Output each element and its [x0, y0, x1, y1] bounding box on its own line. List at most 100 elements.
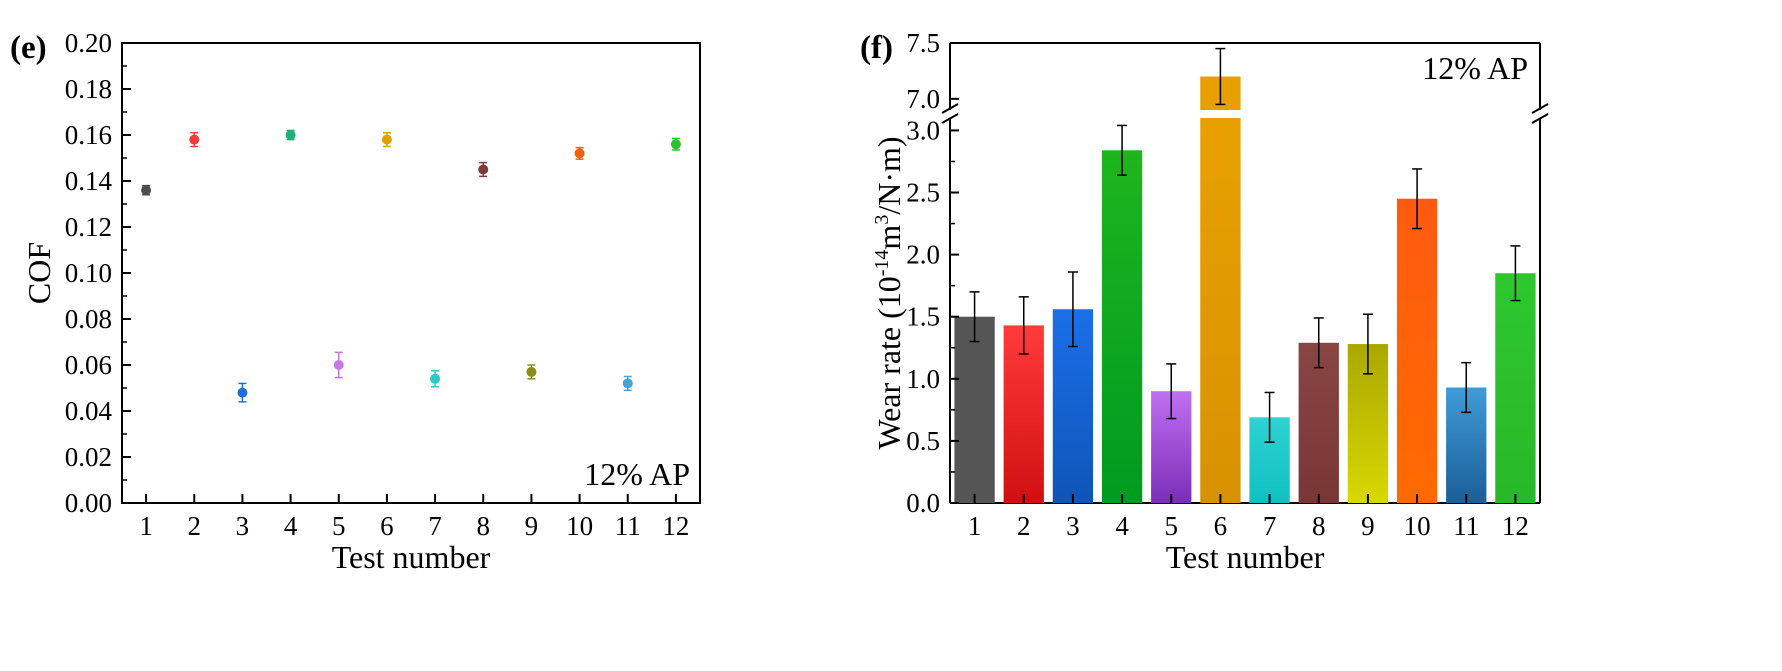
cof-data-point — [622, 375, 633, 392]
wear-rate-x-tick-label: 2 — [1017, 511, 1031, 541]
cof-x-tick-label: 5 — [332, 511, 346, 541]
cof-y-tick-label: 0.06 — [65, 350, 112, 380]
wear-rate-bar — [954, 316, 995, 503]
cof-y-tick-label: 0.08 — [65, 304, 112, 334]
cof-marker — [141, 185, 152, 196]
wear-rate-y-tick-label: 1.5 — [906, 302, 940, 332]
cof-data-point — [141, 184, 152, 196]
cof-x-tick-label: 11 — [615, 511, 641, 541]
cof-data-point — [574, 146, 585, 160]
cof-annotation: 12% AP — [584, 456, 690, 492]
break-slash — [1531, 113, 1549, 124]
wear-rate-plot-area — [949, 42, 1541, 504]
wear-rate-bar — [1003, 325, 1044, 503]
wear-rate-error-bar — [1215, 47, 1226, 106]
cof-y-tick-label: 0.18 — [65, 74, 112, 104]
wear-rate-x-axis: 1 2 3 4 5 6 7 8 9 10 11 12 — [968, 494, 1529, 541]
cof-marker — [622, 378, 633, 389]
cof-data-point — [670, 137, 681, 151]
cof-marker — [333, 360, 344, 370]
wear-rate-annotation: 12% AP — [1422, 50, 1528, 86]
wear-rate-bar — [1101, 150, 1143, 503]
wear-rate-x-tick-label: 11 — [1453, 511, 1479, 541]
cof-x-axis-title: Test number — [332, 539, 491, 575]
cof-x-tick-label: 10 — [566, 511, 593, 541]
cof-marker — [381, 134, 392, 145]
wear-rate-bar — [1396, 198, 1438, 503]
wear-rate-y-tick-label: 2.0 — [906, 240, 940, 270]
wear-rate-y-axis: 0.0 0.5 1.0 1.5 2.0 2.5 3.07.0 7.5 — [906, 28, 959, 518]
cof-data-points — [141, 129, 681, 403]
cof-x-tick-label: 7 — [428, 511, 442, 541]
cof-marker — [189, 134, 200, 145]
cof-y-tick-label: 0.04 — [65, 396, 113, 426]
cof-plot-area — [121, 42, 701, 504]
cof-y-tick-label: 0.00 — [65, 488, 112, 518]
wear-rate-error-bar — [969, 291, 980, 343]
wear-rate-y-tick-label: 1.0 — [906, 364, 940, 394]
cof-y-tick-label: 0.10 — [65, 258, 112, 288]
wear-rate-x-tick-label: 3 — [1066, 511, 1080, 541]
axis-break-symbol — [941, 103, 959, 124]
cof-data-point — [526, 364, 537, 380]
wear-rate-x-tick-label: 5 — [1165, 511, 1179, 541]
cof-data-point — [381, 131, 392, 148]
cof-x-tick-label: 8 — [477, 511, 491, 541]
wear-rate-error-bar — [1362, 313, 1373, 375]
wear-rate-x-tick-label: 7 — [1263, 511, 1277, 541]
wear-rate-bar — [1298, 342, 1339, 503]
wear-rate-x-tick-label: 6 — [1214, 511, 1228, 541]
wear-rate-x-tick-label: 4 — [1115, 511, 1129, 541]
cof-marker — [478, 164, 489, 175]
cof-marker — [526, 366, 537, 377]
break-slash — [941, 113, 959, 124]
wear-rate-x-tick-label: 8 — [1312, 511, 1326, 541]
wear-rate-y-tick-label: 7.5 — [906, 28, 940, 58]
wear-rate-x-tick-label: 10 — [1404, 511, 1431, 541]
wear-rate-x-tick-label: 12 — [1502, 511, 1529, 541]
cof-x-tick-label: 9 — [525, 511, 539, 541]
wear-rate-x-tick-label: 1 — [968, 511, 982, 541]
cof-x-tick-label: 6 — [380, 511, 394, 541]
cof-x-tick-label: 4 — [284, 511, 298, 541]
cof-data-point — [237, 382, 248, 403]
wear-rate-bar — [1495, 273, 1536, 503]
cof-data-point — [333, 351, 344, 379]
cof-chart: (e) 0.00 0.02 0.04 0.06 0.08 0.10 0.12 0.14 0.16… — [10, 28, 701, 575]
wear-rate-error-bar — [1067, 271, 1078, 348]
cof-x-tick-label: 3 — [236, 511, 250, 541]
wear-rate-error-bar — [1461, 361, 1472, 414]
wear-rate-x-axis-title: Test number — [1166, 539, 1325, 575]
wear-rate-y-axis-title: Wear rate (10-14m3/N·m) — [871, 136, 907, 449]
cof-x-tick-label: 1 — [139, 511, 153, 541]
cof-marker — [430, 373, 441, 384]
cof-y-axis: 0.00 0.02 0.04 0.06 0.08 0.10 0.12 0.14 0.16 0.18… — [65, 28, 131, 518]
cof-marker — [285, 130, 296, 140]
cof-y-tick-label: 0.12 — [65, 212, 112, 242]
cof-x-tick-label: 12 — [662, 511, 689, 541]
cof-y-tick-label: 0.14 — [65, 166, 113, 196]
wear-rate-bar-lower — [1200, 118, 1241, 503]
wear-rate-error-bar — [1510, 245, 1521, 302]
wear-rate-error-bars — [969, 47, 1521, 443]
wear-rate-error-bar — [1264, 391, 1275, 443]
wear-rate-y-tick-label: 2.5 — [906, 178, 940, 208]
cof-y-tick-label: 0.02 — [65, 442, 112, 472]
cof-marker — [574, 148, 585, 159]
cof-data-point — [189, 131, 200, 148]
cof-marker — [670, 139, 681, 150]
wear-rate-error-bar — [1117, 124, 1128, 176]
wear-rate-error-bar — [1018, 296, 1029, 355]
cof-y-tick-label: 0.20 — [65, 28, 112, 58]
cof-data-point — [430, 370, 441, 388]
wear-rate-x-tick-label: 9 — [1361, 511, 1375, 541]
cof-data-point — [285, 129, 296, 141]
panel-label-f: (f) — [860, 30, 893, 66]
cof-x-tick-label: 2 — [188, 511, 202, 541]
wear-rate-y-tick-label: 7.0 — [906, 84, 940, 114]
wear-rate-y-tick-label: 3.0 — [906, 115, 940, 145]
wear-rate-y-tick-label: 0.5 — [906, 426, 940, 456]
wear-rate-error-bar — [1313, 317, 1324, 369]
